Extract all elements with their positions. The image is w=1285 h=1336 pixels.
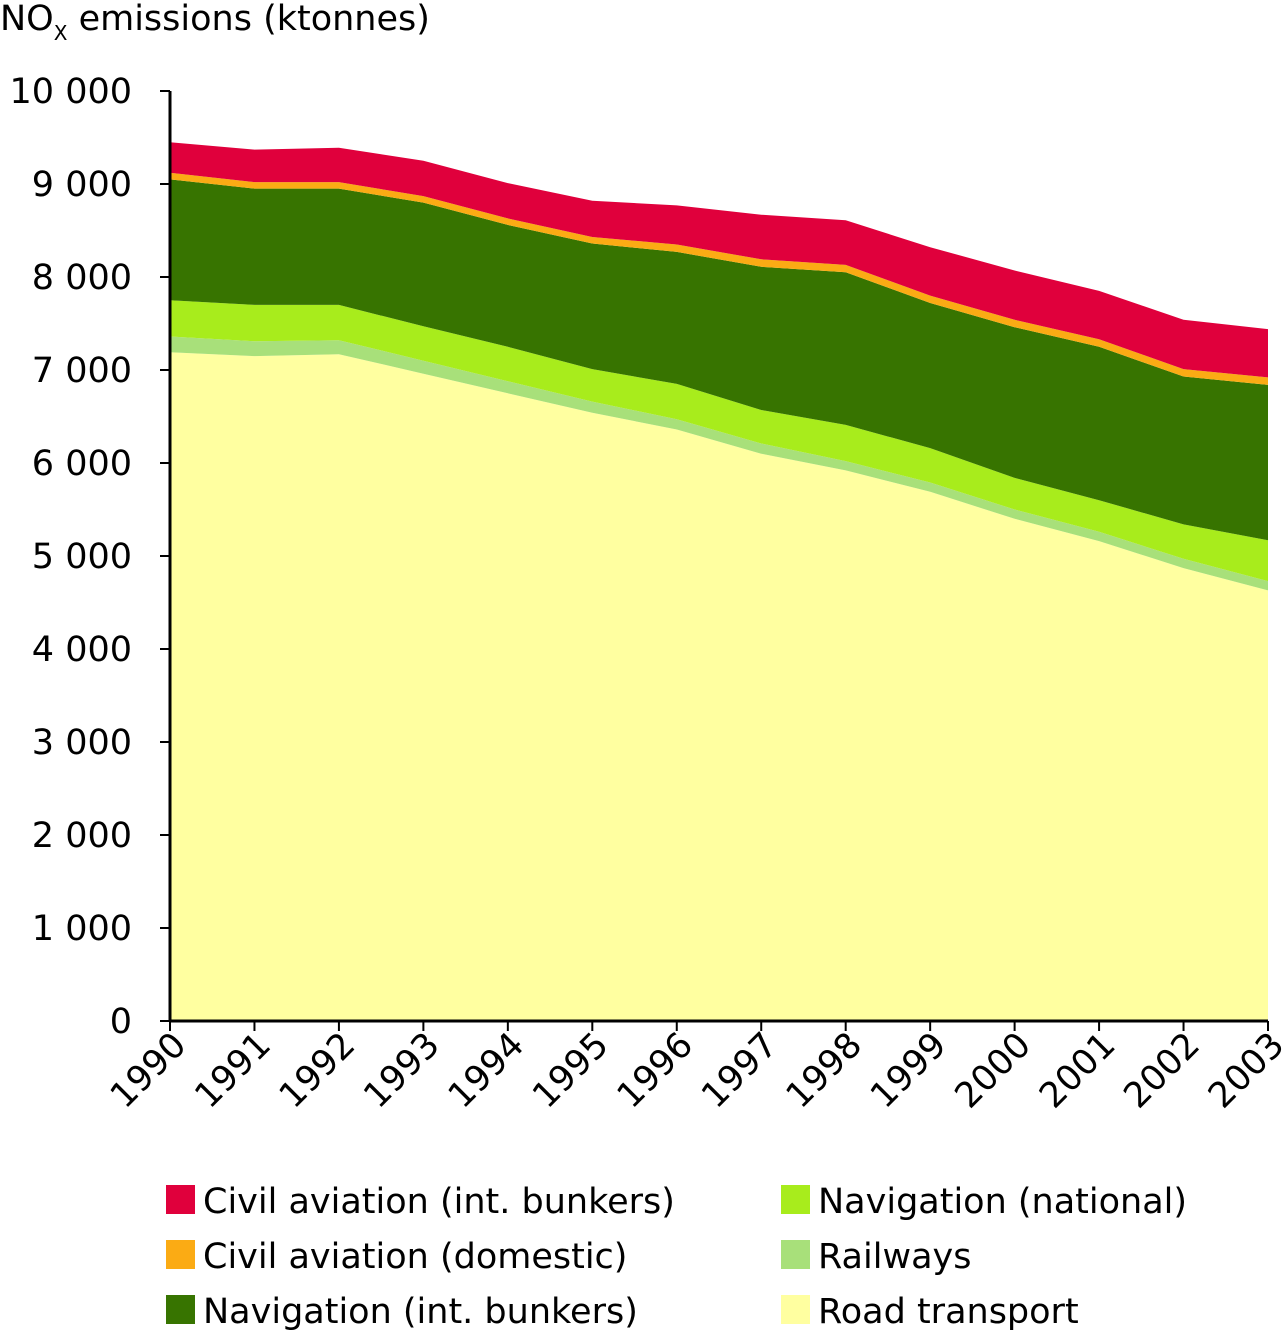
y-tick-label: 4 000 xyxy=(32,630,132,670)
y-tick-label: 5 000 xyxy=(32,537,132,577)
legend-label-railways: Railways xyxy=(818,1237,971,1277)
axes-group xyxy=(160,90,1269,1031)
legend-label-navigation-int-bunkers: Navigation (int. bunkers) xyxy=(203,1292,638,1332)
area-navigation-int-bunkers xyxy=(170,179,1268,541)
legend-swatch-railways xyxy=(781,1240,810,1269)
y-tick-label: 2 000 xyxy=(32,816,132,856)
legend-label-navigation-national: Navigation (national) xyxy=(818,1182,1187,1222)
x-tick-label: 1996 xyxy=(610,1025,701,1116)
x-tick-label: 1994 xyxy=(441,1025,532,1116)
y-tick-label: 0 xyxy=(110,1002,132,1042)
legend-swatch-civil-aviation-int-bunkers xyxy=(166,1185,195,1214)
y-axis-title-main: NO xyxy=(0,0,54,39)
x-tick-label: 2003 xyxy=(1201,1025,1285,1116)
x-tick-label: 1997 xyxy=(694,1025,785,1116)
x-tick-label: 2000 xyxy=(948,1025,1039,1116)
y-tick-label: 8 000 xyxy=(32,258,132,298)
x-tick-label: 1995 xyxy=(525,1025,616,1116)
legend-swatch-civil-aviation-domestic xyxy=(166,1240,195,1269)
y-tick-label: 3 000 xyxy=(32,723,132,763)
legend-label-civil-aviation-domestic: Civil aviation (domestic) xyxy=(203,1237,627,1277)
y-tick-label: 1 000 xyxy=(32,909,132,949)
legend-label-civil-aviation-int-bunkers: Civil aviation (int. bunkers) xyxy=(203,1182,675,1222)
legend-swatch-road-transport xyxy=(781,1295,810,1324)
x-tick-label: 2001 xyxy=(1032,1025,1123,1116)
y-axis-title-subscript: X xyxy=(54,21,68,45)
x-tick-label: 1993 xyxy=(356,1025,447,1116)
x-tick-label: 1999 xyxy=(863,1025,954,1116)
y-tick-label: 9 000 xyxy=(32,165,132,205)
area-civil-aviation-domestic xyxy=(170,172,1268,385)
y-tick-label: 10 000 xyxy=(10,72,132,112)
y-tick-labels: 0 1 000 2 000 3 000 4 000 5 000 6 000 7 000 8 00… xyxy=(10,72,132,1042)
area-civil-aviation-int-bunkers xyxy=(170,142,1268,378)
x-tick-labels: 1990199119921993199419951996199719981999… xyxy=(103,1025,1285,1116)
legend-swatch-navigation-int-bunkers xyxy=(166,1295,195,1324)
y-tick-label: 6 000 xyxy=(32,444,132,484)
legend-swatch-navigation-national xyxy=(781,1185,810,1214)
y-axis-title: NOX emissions (ktonnes) xyxy=(0,0,430,45)
legend: Civil aviation (int. bunkers) Navigation … xyxy=(166,1182,1187,1332)
x-tick-label: 1998 xyxy=(779,1025,870,1116)
x-tick-label: 1991 xyxy=(188,1025,279,1116)
legend-label-road-transport: Road transport xyxy=(818,1292,1079,1332)
area-navigation-national xyxy=(170,300,1268,582)
stacked-area-group xyxy=(170,142,1268,1021)
y-tick-label: 7 000 xyxy=(32,351,132,391)
x-tick-label: 1992 xyxy=(272,1025,363,1116)
area-road-transport xyxy=(170,352,1268,1021)
x-tick-label: 2002 xyxy=(1117,1025,1208,1116)
y-axis-title-rest: emissions (ktonnes) xyxy=(67,0,429,39)
